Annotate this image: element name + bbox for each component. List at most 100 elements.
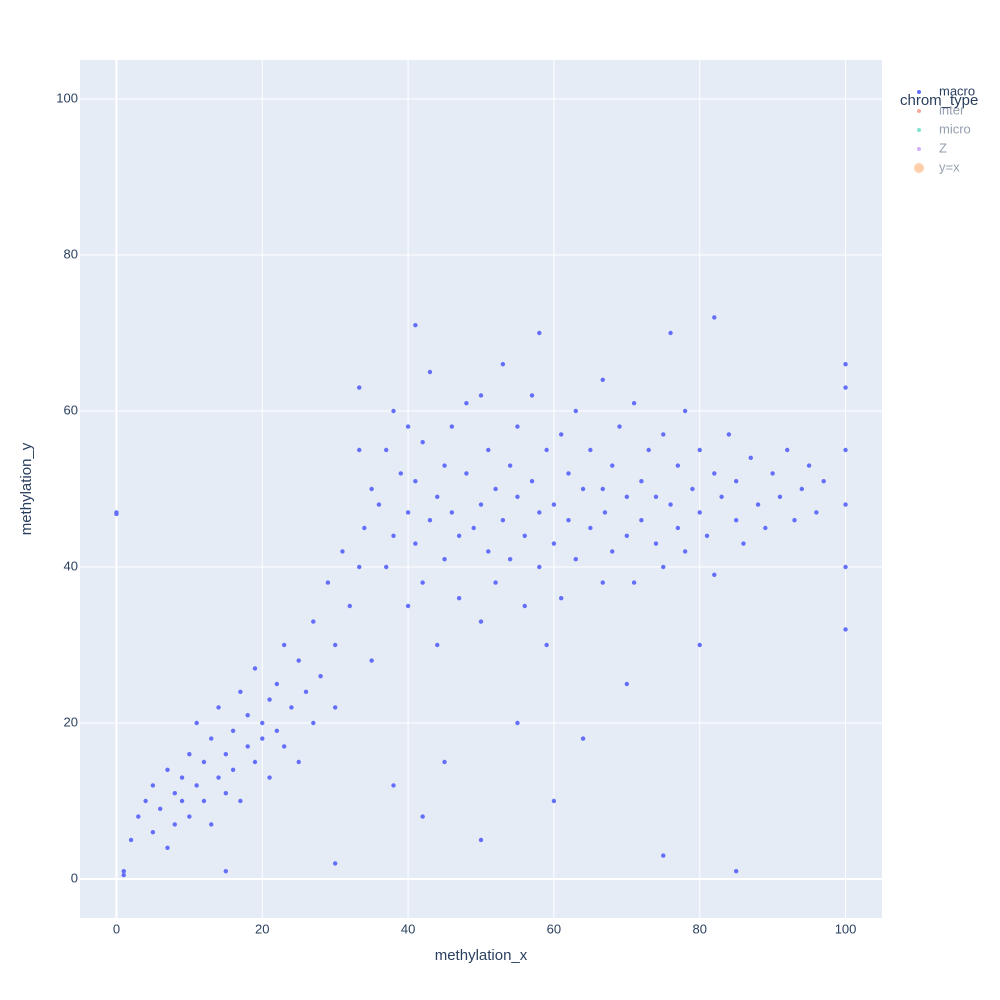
point: [661, 564, 666, 570]
legend-item[interactable]: micro: [917, 121, 971, 136]
legend-item[interactable]: y=x: [914, 159, 960, 174]
point: [172, 791, 177, 796]
point: [267, 697, 272, 702]
point: [486, 447, 491, 453]
legend-item[interactable]: inter: [917, 102, 965, 117]
x-tick-label: 60: [547, 921, 561, 936]
point: [624, 494, 630, 499]
point: [719, 494, 724, 499]
point: [559, 432, 564, 437]
point: [843, 627, 848, 632]
point: [325, 580, 331, 585]
x-tick-label: 100: [835, 921, 857, 936]
point: [515, 494, 520, 499]
point: [785, 447, 790, 453]
point: [201, 798, 207, 804]
point: [362, 525, 367, 531]
y-tick-label: 40: [64, 558, 78, 573]
point: [493, 486, 498, 492]
point: [471, 525, 476, 531]
point: [384, 447, 389, 453]
point: [580, 486, 586, 492]
legend-item[interactable]: Z: [917, 140, 947, 155]
point: [697, 447, 702, 453]
point: [274, 681, 280, 687]
point: [435, 642, 440, 648]
point: [500, 362, 506, 367]
point: [165, 767, 170, 772]
point: [223, 869, 229, 874]
point: [209, 736, 214, 741]
point: [179, 775, 185, 780]
point: [230, 767, 236, 772]
point: [617, 424, 622, 429]
point: [726, 432, 732, 437]
point: [843, 362, 848, 367]
point: [114, 511, 119, 517]
point: [442, 759, 447, 765]
point: [529, 393, 535, 398]
point: [252, 666, 258, 671]
point: [413, 479, 418, 484]
legend: macro inter micro Zy=x: [914, 83, 975, 174]
point: [843, 447, 848, 453]
legend-marker: [917, 128, 921, 132]
point: [332, 642, 338, 648]
point: [369, 658, 374, 663]
point: [442, 557, 447, 562]
x-tick-label: 20: [255, 921, 269, 936]
x-tick-label: 80: [692, 921, 706, 936]
point: [486, 549, 491, 554]
point: [573, 408, 578, 414]
point: [559, 596, 564, 601]
y-tick-label: 80: [64, 246, 78, 261]
point: [682, 549, 688, 554]
point: [653, 494, 659, 499]
point: [639, 479, 644, 484]
point: [712, 471, 717, 476]
legend-item[interactable]: macro: [917, 83, 975, 98]
point: [376, 502, 382, 507]
point: [260, 720, 265, 726]
point: [332, 861, 338, 866]
point: [755, 502, 761, 507]
legend-marker: [917, 109, 921, 113]
point: [566, 518, 571, 523]
point: [515, 424, 520, 429]
point: [201, 759, 207, 765]
point: [449, 510, 455, 515]
point: [668, 330, 673, 336]
point: [668, 502, 673, 507]
point: [821, 479, 826, 484]
point: [653, 541, 659, 546]
point: [600, 377, 605, 382]
point: [529, 479, 535, 484]
point: [405, 603, 411, 609]
point: [223, 752, 229, 757]
point: [340, 549, 345, 554]
point: [427, 518, 433, 523]
point: [456, 596, 462, 601]
point: [624, 681, 630, 687]
point: [281, 744, 287, 749]
point: [464, 471, 469, 476]
point: [405, 510, 411, 515]
point: [675, 525, 681, 531]
legend-marker: [917, 147, 921, 151]
point: [143, 798, 148, 804]
point: [456, 533, 462, 538]
point: [478, 837, 484, 843]
y-tick-label: 0: [71, 870, 78, 885]
point: [748, 455, 753, 460]
point: [347, 603, 352, 609]
point: [500, 518, 506, 523]
point: [420, 580, 425, 585]
point: [792, 518, 797, 523]
point: [639, 518, 644, 523]
point: [311, 619, 316, 624]
y-tick-label: 100: [56, 90, 78, 105]
point: [682, 408, 688, 414]
point: [158, 806, 163, 811]
point: [712, 315, 717, 320]
point: [384, 564, 389, 570]
